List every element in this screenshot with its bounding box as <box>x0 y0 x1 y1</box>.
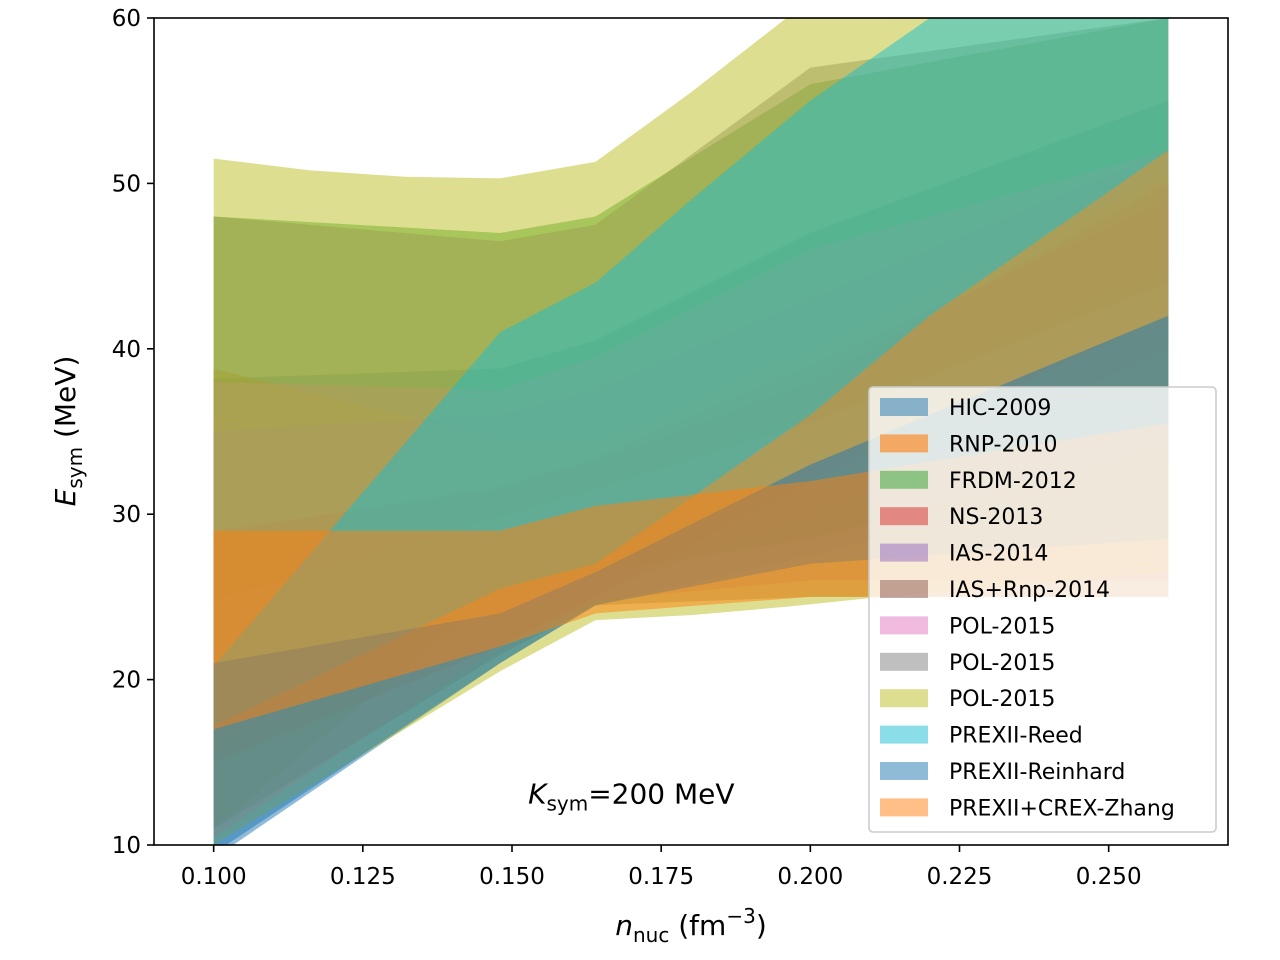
legend: HIC-2009 RNP-2010 FRDM-2012 NS-2013 IAS-2014… <box>868 386 1217 833</box>
y-tick-label: 30 <box>112 502 141 528</box>
y-axis-label-subscript: sym <box>63 447 87 489</box>
legend-swatch <box>880 725 928 744</box>
plot-frame <box>153 17 1229 846</box>
legend-swatch <box>880 543 928 562</box>
x-tick-label: 0.250 <box>1076 864 1142 890</box>
legend-label: RNP-2010 <box>949 432 1057 457</box>
legend-label: POL-2015 <box>949 651 1055 676</box>
x-tick-label: 0.175 <box>628 864 694 890</box>
legend-label: IAS-2014 <box>949 542 1048 567</box>
x-axis-label-unit: (fm <box>669 909 726 942</box>
y-tick-label: 20 <box>112 668 141 694</box>
legend-label: POL-2015 <box>949 687 1055 712</box>
y-tick-label: 10 <box>112 833 141 859</box>
y-axis-label-symbol: E <box>49 488 82 506</box>
legend-label: HIC-2009 <box>949 396 1051 421</box>
legend-swatch <box>880 616 928 635</box>
legend-label: PREXII-Reinhard <box>949 760 1125 785</box>
x-tick-label: 0.225 <box>927 864 993 890</box>
legend-swatch <box>880 507 928 526</box>
x-axis-label-exponent: −3 <box>726 904 755 928</box>
legend-swatch <box>880 689 928 708</box>
ksym-annotation: Ksym=200 MeV <box>528 778 734 816</box>
y-tick-label: 50 <box>112 171 141 197</box>
legend-label: PREXII+CREX-Zhang <box>949 796 1175 821</box>
legend-label: FRDM-2012 <box>949 469 1077 494</box>
ksym-annotation-subscript: sym <box>546 792 588 816</box>
y-axis-label-unit: (MeV) <box>49 356 82 447</box>
x-axis-label: nnuc (fm−3) <box>615 904 767 947</box>
ksym-annotation-value: =200 MeV <box>588 778 734 811</box>
ksym-annotation-symbol: K <box>528 778 549 811</box>
y-tick-label: 40 <box>112 337 141 363</box>
x-tick-label: 0.125 <box>330 864 396 890</box>
legend-label: PREXII-Reed <box>949 724 1083 749</box>
legend-swatch <box>880 652 928 671</box>
legend-swatch <box>880 470 928 489</box>
x-tick-label: 0.150 <box>479 864 545 890</box>
legend-swatch <box>880 580 928 598</box>
legend-swatch <box>880 434 928 453</box>
legend-label: NS-2013 <box>949 505 1043 530</box>
legend-items: HIC-2009 RNP-2010 FRDM-2012 NS-2013 IAS-2014… <box>880 396 1175 821</box>
x-tick-label: 0.200 <box>777 864 843 890</box>
x-axis-label-close: ) <box>756 909 767 942</box>
y-axis-label: Esym (MeV) <box>49 356 87 507</box>
legend-label: IAS+Rnp-2014 <box>949 578 1110 603</box>
y-tick-label: 60 <box>112 6 141 32</box>
x-axis-label-symbol: n <box>615 909 633 942</box>
legend-swatch <box>880 762 928 780</box>
legend-frame <box>868 386 1217 833</box>
x-axis-ticks: 0.100 0.125 0.150 0.175 0.200 0.225 0.250 <box>181 845 1142 890</box>
y-axis-ticks: 10 20 30 40 50 60 <box>112 6 154 859</box>
legend-swatch <box>880 798 928 817</box>
legend-swatch <box>880 398 928 416</box>
x-axis-label-subscript: nuc <box>633 923 669 947</box>
legend-label: POL-2015 <box>949 614 1055 639</box>
x-tick-label: 0.100 <box>181 864 247 890</box>
